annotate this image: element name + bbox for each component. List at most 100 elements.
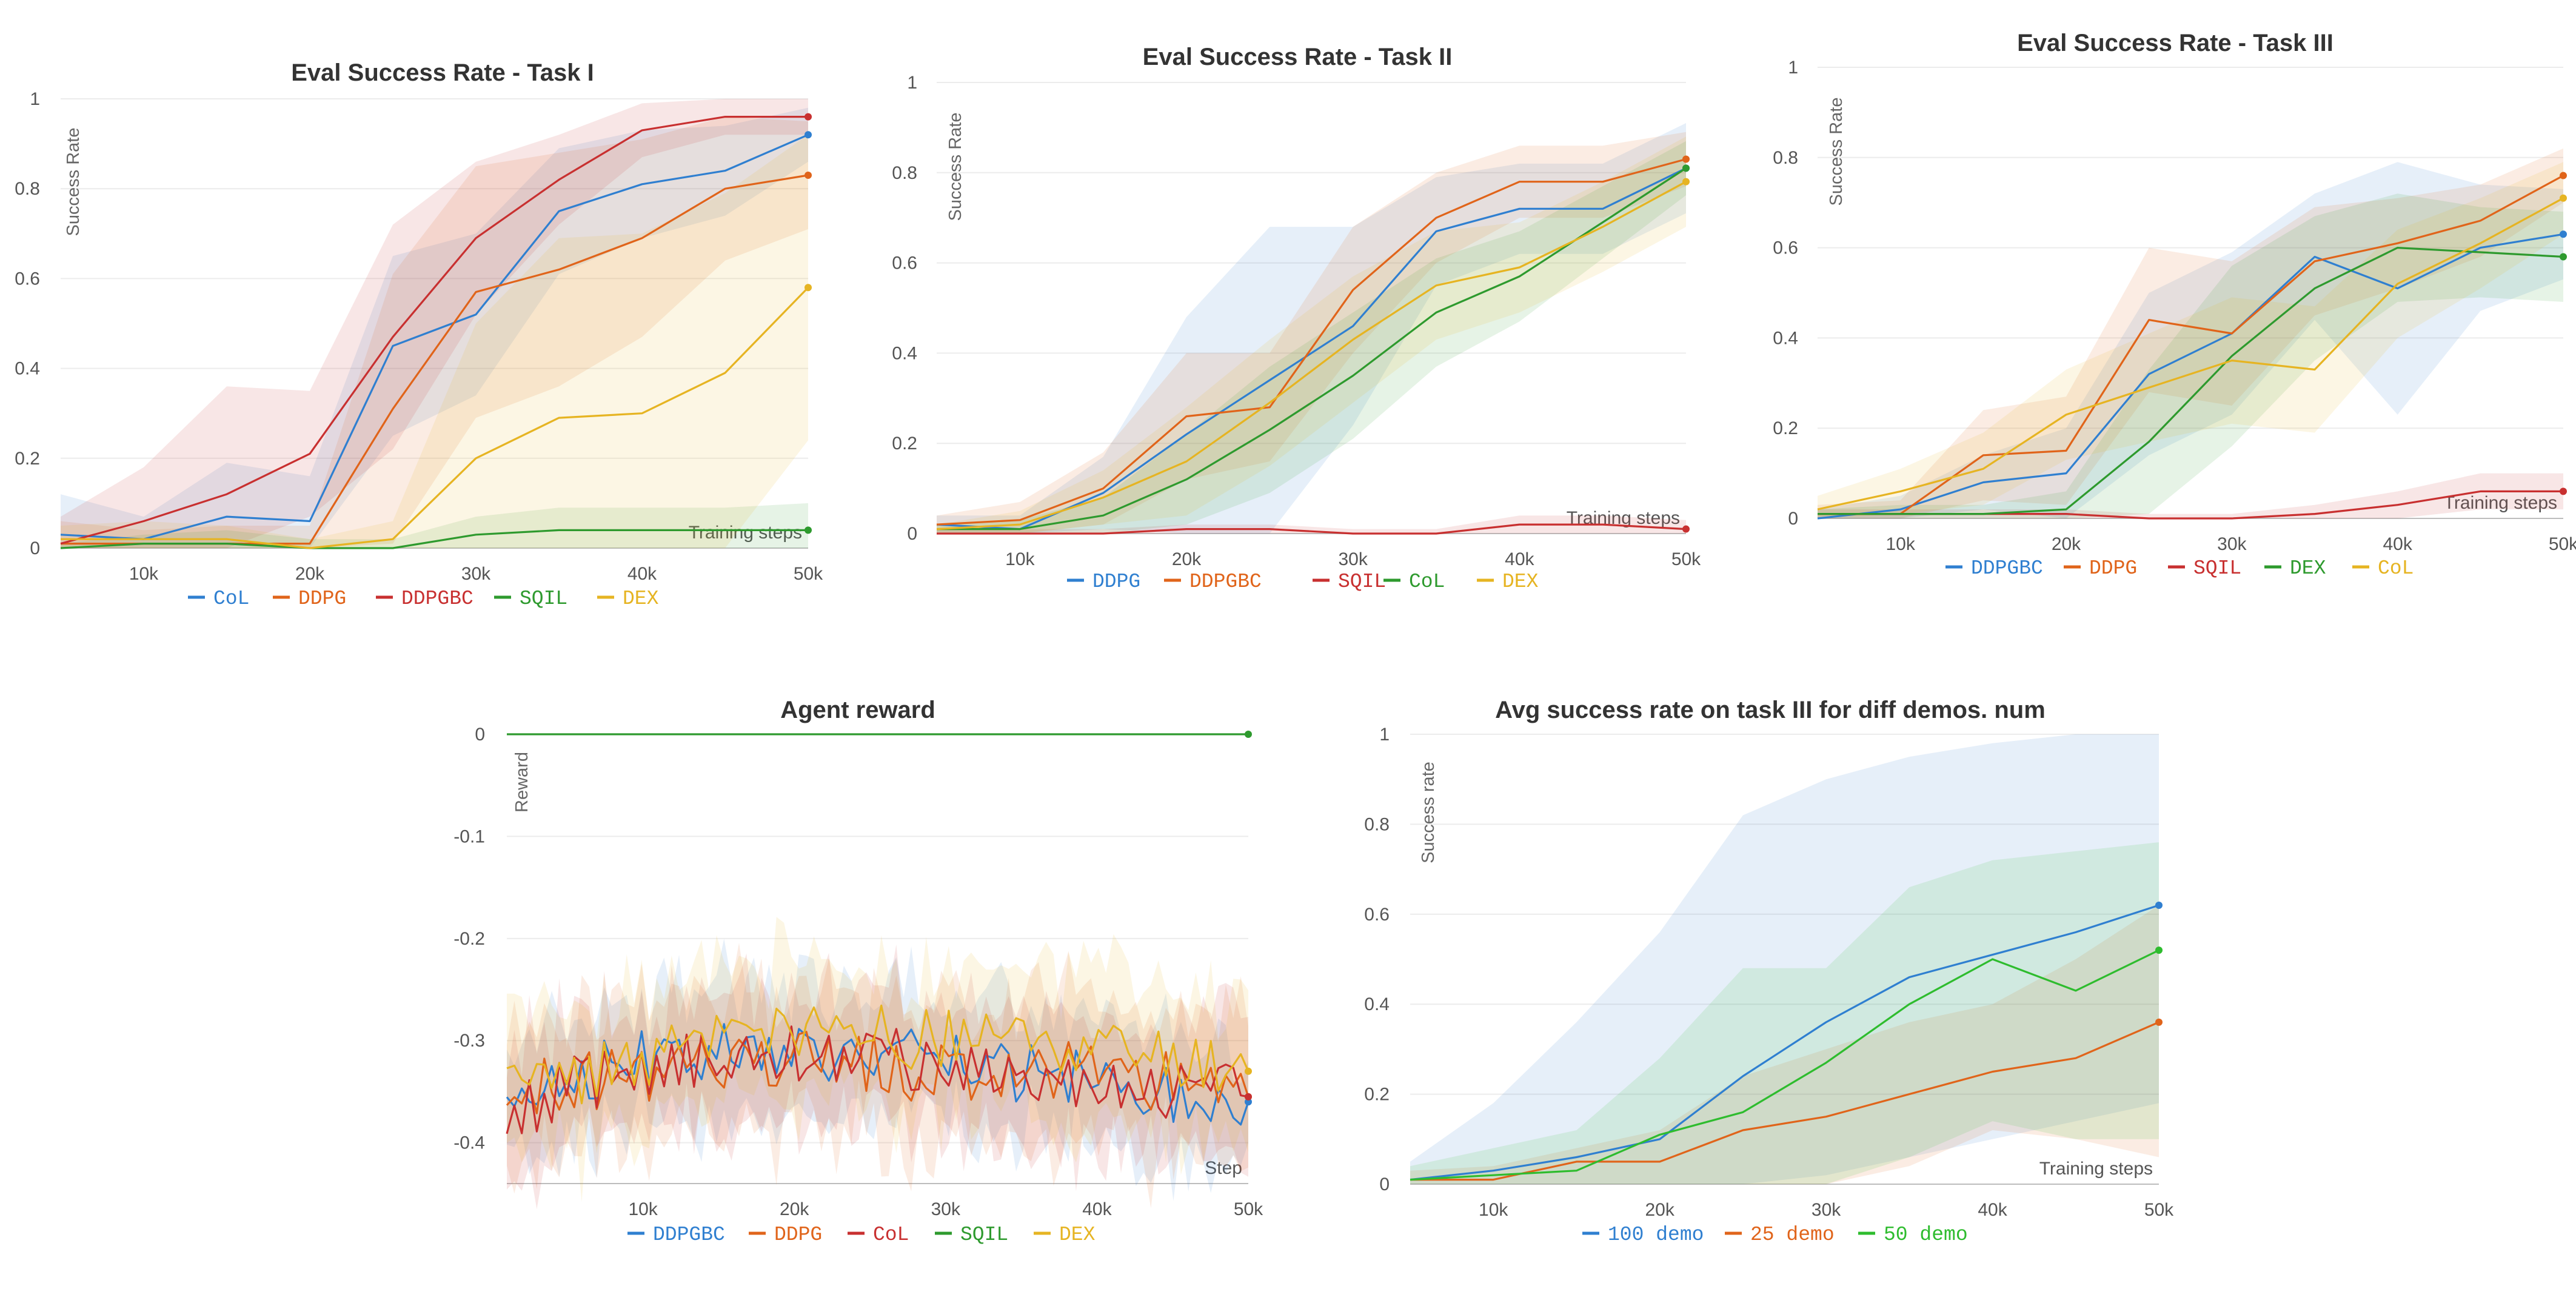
series-band-ddpg [61,116,808,549]
series-band-ddpgbc [507,938,1248,1201]
y-tick-label: 0.8 [15,179,40,199]
series-line-col [60,133,809,540]
x-tick-label: 50k [2549,534,2576,554]
y-tick-label: -0.2 [453,929,485,949]
x-tick-label: 30k [2217,534,2247,554]
series-end-point [2560,230,2567,238]
legend-item: CoL [848,1224,909,1246]
x-axis-label: Training steps [689,523,802,543]
series-line-ddpg [506,1031,1250,1114]
legend-label: CoL [1409,571,1445,593]
series-line-dex [1818,247,2564,515]
y-axis-label: Success rate [1419,762,1438,863]
x-tick-label: 20k [295,564,325,584]
chart-panel-4: Agent reward 0 -0.1 -0.2 -0.3 -0.4 10k 20k 30k 40… [453,697,1263,1246]
x-tick-label: 30k [1812,1200,1841,1220]
legend-item: CoL [188,588,249,610]
x-tick-label: 30k [1338,549,1368,569]
x-tick-label: 10k [1885,534,1915,554]
x-axis-label: Training steps [2039,1159,2153,1179]
legend-item: CoL [1383,571,1445,593]
legend-label: DDPG [298,588,346,610]
y-tick-label: 0.2 [15,449,40,469]
legend-item: DEX [597,588,659,610]
legend-label: CoL [213,588,249,610]
series-band-sqil [61,503,808,548]
legend-label: 100 demo [1608,1224,1704,1246]
legend-label: DDPG [1092,571,1140,593]
series-band-col [937,141,1686,534]
y-tick-label: 0.6 [15,269,40,289]
y-tick-label: 0.8 [1773,148,1798,168]
y-tick-label: 0.6 [892,253,917,273]
x-tick-label: 10k [1479,1200,1508,1220]
series-line-col [1817,197,2564,511]
y-tick-label: 0 [907,524,917,544]
legend-label: SQIL [2193,557,2241,580]
legend-item: DDPG [273,588,346,610]
x-tick-label: 30k [931,1199,961,1219]
y-axis-label: Success Rate [64,128,83,236]
series-band-ddpg [1818,148,2563,518]
y-tick-label: 0 [30,538,40,558]
legend-label: SQIL [960,1224,1008,1246]
x-tick-label: 40k [1978,1200,2007,1220]
legend-item: SQIL [935,1224,1008,1246]
y-tick-label: 0.2 [892,434,917,454]
x-tick-label: 40k [1082,1199,1112,1219]
legend-item: DEX [1477,571,1539,593]
series-band-ddpgbc [61,99,808,548]
series-band-ddpgbc [1818,162,2563,518]
y-tick-label: 0.4 [1364,994,1390,1014]
legend-label: DDPG [2089,557,2137,580]
x-tick-label: 50k [1671,549,1701,569]
legend-item: CoL [2352,557,2414,580]
legend-item: DDPG [749,1224,822,1246]
series-line-sqil [60,529,808,549]
series-band-dex [937,136,1686,534]
series-line-ddpgbc [60,116,808,545]
y-tick-label: 1 [1788,58,1798,78]
series-end-point [2560,253,2567,261]
y-tick-label: 0 [1379,1174,1390,1194]
series-band-col [1818,162,2563,518]
x-tick-label: 40k [627,564,657,584]
series-band-col [507,944,1248,1210]
y-tick-label: 0 [475,725,485,745]
x-tick-label: 50k [2144,1200,2174,1220]
y-tick-label: 0.8 [892,163,917,183]
x-tick-label: 10k [129,564,159,584]
x-axis-label: Step [1205,1158,1242,1178]
x-tick-label: 50k [794,564,823,584]
x-tick-label: 50k [1234,1199,1263,1219]
legend-item: DDPGBC [1945,557,2043,580]
legend-label: 25 demo [1750,1224,1835,1246]
series-end-point [2155,901,2163,909]
y-tick-label: -0.3 [453,1031,485,1051]
series-end-point [2155,946,2163,954]
series-end-point [2560,487,2567,495]
series-line-dex [61,287,809,549]
legend-item: SQIL [1313,571,1386,593]
legend-label: DEX [2290,557,2326,580]
x-tick-label: 20k [2052,534,2081,554]
y-tick-label: 0.8 [1364,814,1390,834]
series-end-point [1682,178,1690,186]
series-band-ddpg [507,943,1248,1208]
legend-label: DDPGBC [653,1224,725,1246]
series-line-col [506,1025,1249,1134]
series-line-ddpg [1818,175,2564,515]
legend-item: 25 demo [1725,1224,1835,1246]
y-axis-label: Success Rate [946,113,965,221]
legend-label: CoL [2378,557,2414,580]
x-tick-label: 30k [461,564,491,584]
series-end-point [2560,172,2567,179]
legend-item: 50 demo [1858,1224,1968,1246]
y-tick-label: 1 [30,89,40,109]
series-line-sqil [937,523,1687,535]
series-band-100-demo [1410,734,2159,1184]
chart-panel-3: Eval Success Rate - Task III 0 0.2 0.4 0.6 0.… [1773,30,2576,580]
x-tick-label: 10k [628,1199,658,1219]
series-line-dex [506,1004,1250,1105]
